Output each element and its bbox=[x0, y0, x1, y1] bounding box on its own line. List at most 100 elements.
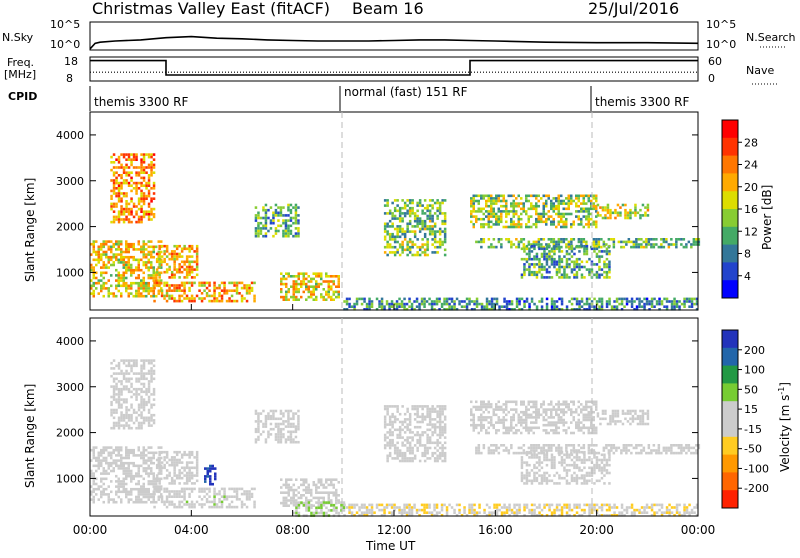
vel-cells-cell bbox=[130, 493, 133, 496]
vel-cells-cell bbox=[196, 472, 199, 475]
power-cells-cell bbox=[297, 206, 300, 209]
power-cells-cell bbox=[540, 213, 543, 216]
vel-cells-cell bbox=[330, 481, 333, 484]
vel-cells-cell bbox=[288, 489, 291, 492]
power-cells-cell bbox=[148, 253, 151, 256]
vel-cells-cell bbox=[161, 495, 164, 498]
vel-cells-cell bbox=[406, 423, 409, 426]
power-cells-cell bbox=[568, 248, 571, 251]
vel-cells-cell bbox=[485, 408, 488, 411]
power-cells-cell bbox=[399, 207, 402, 210]
vel-cells-cell bbox=[148, 459, 151, 462]
power-cells-cell bbox=[123, 259, 126, 262]
power-cells-cell bbox=[396, 230, 399, 233]
vel-cells-cell bbox=[434, 410, 437, 413]
vel-cells-cell bbox=[343, 507, 346, 510]
power-cells-cell bbox=[298, 275, 301, 278]
power-cells-cell bbox=[548, 271, 551, 274]
power-cells-cell bbox=[536, 271, 539, 274]
power-cells-cell bbox=[626, 298, 629, 301]
power-cells-cell bbox=[138, 285, 141, 288]
power-cells-cell bbox=[409, 212, 412, 215]
vel-cells-cell bbox=[292, 425, 295, 428]
vel-cells-cell bbox=[193, 488, 196, 491]
vel-cells-cell bbox=[631, 511, 634, 514]
power-cells-cell bbox=[145, 187, 148, 190]
power-cells-cell bbox=[490, 221, 493, 224]
vel-cells-cell bbox=[406, 439, 409, 442]
power-cells-cell bbox=[488, 218, 491, 221]
vel-cells-cell bbox=[153, 462, 156, 465]
vel-cells-cell bbox=[453, 509, 456, 512]
vel-cells-cell bbox=[255, 420, 258, 423]
vel-cells-cell bbox=[115, 459, 118, 462]
vel-cells-cell bbox=[143, 419, 146, 422]
power-cells-cell bbox=[665, 241, 668, 244]
power-cells-cell bbox=[110, 197, 113, 200]
power-cells-cell bbox=[406, 246, 409, 249]
vel-cells-cell bbox=[361, 506, 364, 509]
power-cells-cell bbox=[287, 204, 290, 207]
vel-cells-cell bbox=[419, 444, 422, 447]
vel-cells-cell bbox=[153, 391, 156, 394]
power-cells-cell bbox=[641, 300, 644, 303]
power-cells-cell bbox=[526, 261, 529, 264]
power-cells-cell bbox=[145, 210, 148, 213]
power-cells-cell bbox=[181, 295, 184, 298]
power-cells-cell bbox=[538, 221, 541, 224]
vel-cells-cell bbox=[120, 391, 123, 394]
power-cells-cell bbox=[113, 261, 116, 264]
power-cells-cell bbox=[145, 248, 148, 251]
nsky-tick-top-left: 10^5 bbox=[50, 18, 80, 31]
vel-cells-cell bbox=[153, 404, 156, 407]
power-cells-cell bbox=[480, 246, 483, 249]
vel-cells-cell bbox=[525, 406, 528, 409]
vel-cells-cell bbox=[103, 470, 106, 473]
vel-cells-cell bbox=[183, 454, 186, 457]
vel-cells-cell bbox=[253, 488, 256, 491]
power-cells-cell bbox=[565, 221, 568, 224]
vel-cells-cell bbox=[158, 472, 161, 475]
vel-cells-cell bbox=[399, 429, 402, 432]
vel-cells-cell bbox=[475, 424, 478, 427]
vel-cells-cell bbox=[643, 506, 646, 509]
vel-cells-cell bbox=[608, 506, 611, 509]
vel-cells-cell bbox=[110, 404, 113, 407]
power-cells-cell bbox=[596, 300, 599, 303]
vel-cells-cell bbox=[386, 431, 389, 434]
power-cells-cell bbox=[634, 209, 637, 212]
power-cells-cell bbox=[538, 271, 541, 274]
power-cells-cell bbox=[658, 303, 661, 306]
vel-cells-cell bbox=[303, 489, 306, 492]
vel-cells-cell bbox=[389, 405, 392, 408]
vel-cells-cell bbox=[113, 411, 116, 414]
power-cells-cell bbox=[138, 171, 141, 174]
vel-cells-cell bbox=[394, 421, 397, 424]
power-cells-cell bbox=[642, 214, 645, 217]
power-cells-cell bbox=[644, 214, 647, 217]
vel-cells-cell bbox=[399, 449, 402, 452]
vel-cells-cell bbox=[401, 429, 404, 432]
vel-cells-cell bbox=[143, 409, 146, 412]
vel-cells-cell bbox=[148, 383, 151, 386]
power-cells-cell bbox=[143, 285, 146, 288]
vel-cells-cell bbox=[348, 504, 351, 507]
power-cells-cell bbox=[513, 213, 516, 216]
power-cells-cell bbox=[148, 259, 151, 262]
power-cells-cell bbox=[434, 230, 437, 233]
power-cells-cell bbox=[173, 253, 176, 256]
power-cells-cell bbox=[588, 305, 591, 308]
power-cells-cell bbox=[125, 266, 128, 269]
vel-cells-cell bbox=[285, 478, 288, 481]
power-cells-cell bbox=[133, 205, 136, 208]
power-cells-cell bbox=[546, 253, 549, 256]
beam-label: Beam 16 bbox=[352, 0, 424, 18]
power-cells-cell bbox=[145, 182, 148, 185]
vel-cells-cell bbox=[366, 511, 369, 514]
power-cells-cell bbox=[421, 220, 424, 223]
power-cells-cell bbox=[406, 230, 409, 233]
power-cells-cell bbox=[650, 243, 653, 246]
power-cells-cell bbox=[297, 235, 300, 238]
vel-cells-cell bbox=[130, 498, 133, 501]
vel-cells-cell bbox=[295, 478, 298, 481]
